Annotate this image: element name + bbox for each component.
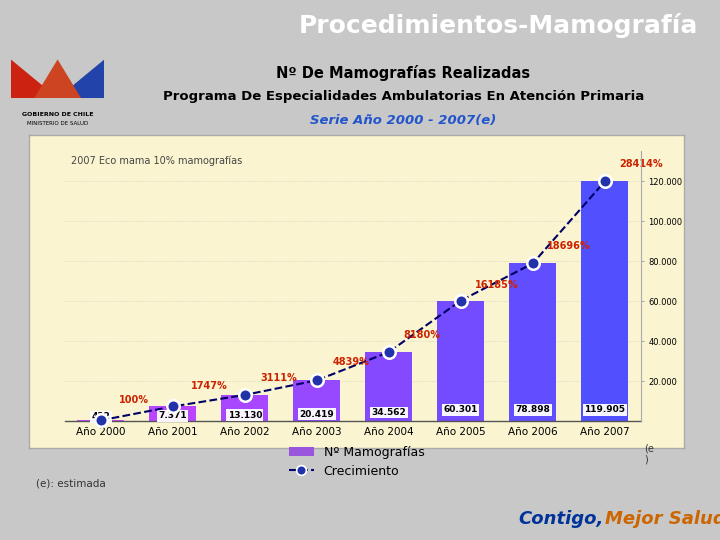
Text: 16185%: 16185% — [475, 280, 519, 289]
Text: 2007 Eco mama 10% mamografías: 2007 Eco mama 10% mamografías — [71, 156, 242, 166]
Text: 422: 422 — [91, 412, 110, 421]
Polygon shape — [11, 59, 58, 98]
Text: Contigo,: Contigo, — [518, 510, 604, 529]
Bar — [510, 264, 557, 421]
Text: 34.562: 34.562 — [372, 408, 406, 417]
Text: 119.905: 119.905 — [585, 405, 625, 414]
Polygon shape — [58, 59, 104, 98]
Bar — [582, 181, 628, 421]
Text: Nº De Mamografías Realizadas: Nº De Mamografías Realizadas — [276, 65, 530, 81]
Bar — [222, 395, 269, 421]
Text: (e): estimada: (e): estimada — [36, 478, 106, 488]
Bar — [365, 352, 412, 421]
Text: (e
): (e ) — [644, 443, 654, 465]
Text: 4839%: 4839% — [333, 357, 369, 367]
Text: 3111%: 3111% — [261, 373, 297, 383]
Bar — [78, 420, 124, 421]
Text: 60.301: 60.301 — [444, 405, 478, 414]
Text: MINISTERIO DE SALUD: MINISTERIO DE SALUD — [27, 122, 89, 126]
Text: 100%: 100% — [119, 395, 149, 406]
Text: Serie Año 2000 - 2007(e): Serie Año 2000 - 2007(e) — [310, 114, 496, 127]
Text: GOBIERNO DE CHILE: GOBIERNO DE CHILE — [22, 112, 94, 117]
Text: 18696%: 18696% — [547, 241, 591, 252]
Text: Procedimientos-Mamografía: Procedimientos-Mamografía — [299, 12, 698, 38]
Bar — [294, 380, 340, 421]
Bar — [438, 301, 484, 421]
Text: 13.130: 13.130 — [228, 410, 262, 420]
Text: 7.371: 7.371 — [158, 411, 187, 420]
Text: Programa De Especialidades Ambulatorias En Atención Primaria: Programa De Especialidades Ambulatorias … — [163, 90, 644, 103]
Text: 20.419: 20.419 — [300, 410, 334, 418]
Text: 8180%: 8180% — [403, 330, 440, 340]
Polygon shape — [35, 59, 81, 98]
Bar — [150, 407, 196, 421]
Text: Mejor Salud: Mejor Salud — [605, 510, 720, 529]
Legend: Nº Mamografías, Crecimiento: Nº Mamografías, Crecimiento — [284, 441, 429, 483]
Text: 28414%: 28414% — [619, 159, 663, 170]
Text: 78.898: 78.898 — [516, 405, 550, 414]
Text: 1747%: 1747% — [191, 381, 228, 391]
